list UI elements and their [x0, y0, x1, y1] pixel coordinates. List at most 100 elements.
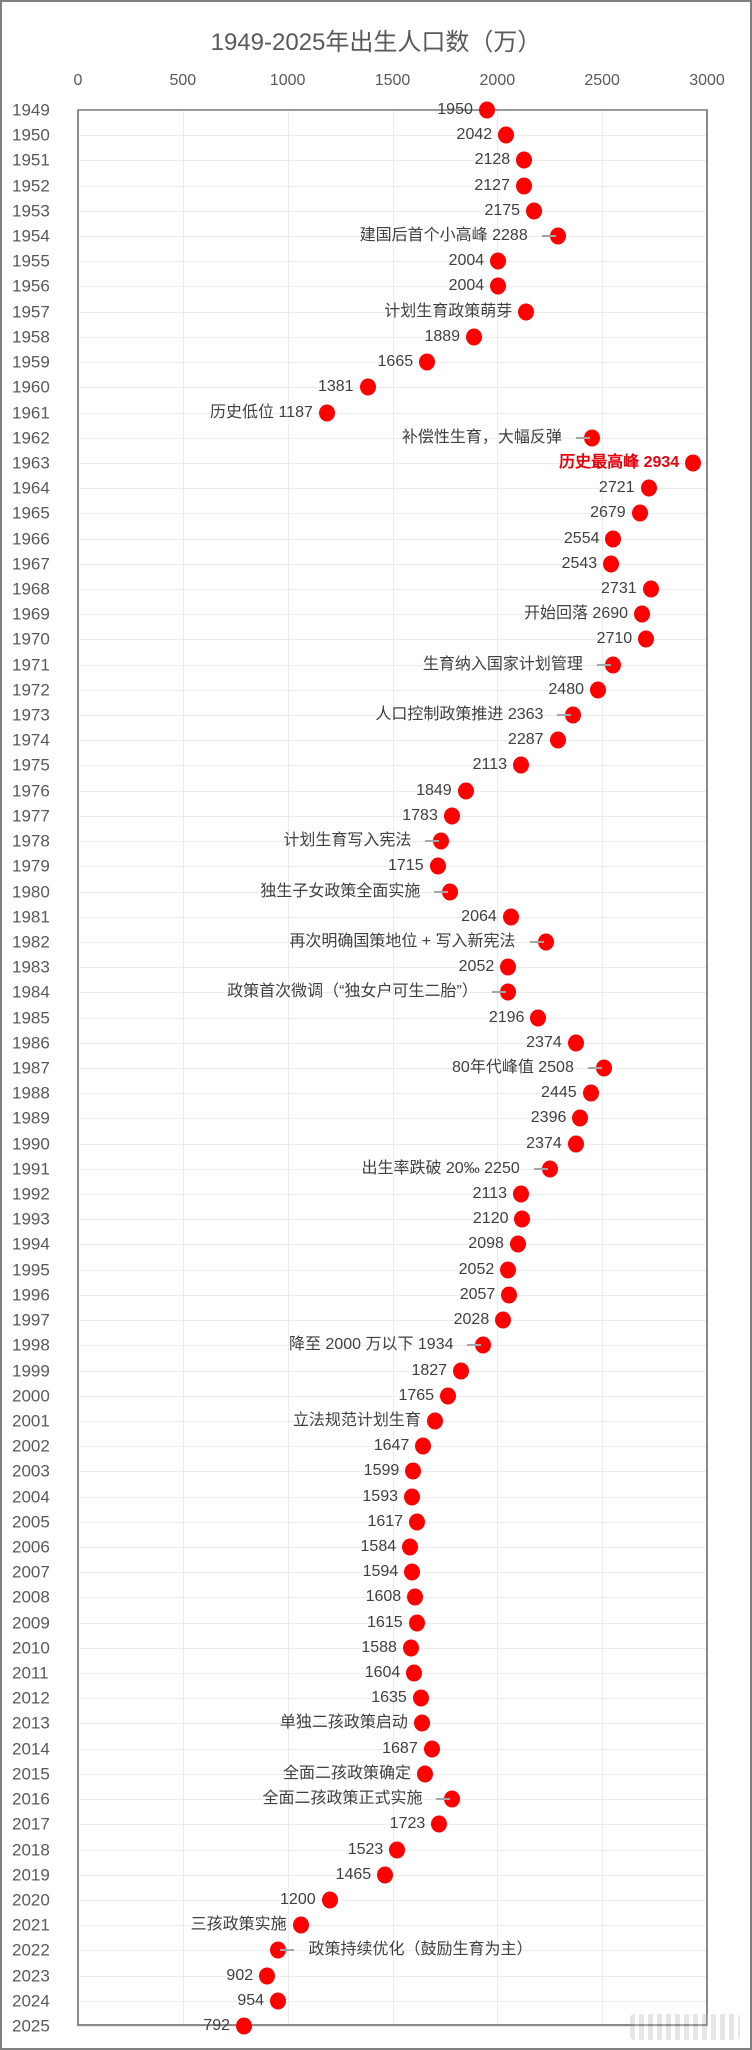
y-tick-label: 1968 — [12, 579, 50, 599]
data-point — [685, 454, 702, 472]
data-label: 1381 — [317, 378, 354, 396]
y-tick-label: 2022 — [12, 1940, 50, 1960]
horizontal-gridline — [77, 1168, 708, 1170]
data-point — [513, 756, 530, 774]
data-label: 2128 — [474, 151, 511, 169]
data-label: 1608 — [365, 1588, 402, 1606]
y-tick-label: 1981 — [12, 907, 50, 927]
label-leader-line — [280, 1949, 295, 1952]
horizontal-gridline — [77, 1925, 708, 1927]
y-tick-label: 2013 — [12, 1713, 50, 1733]
horizontal-gridline — [77, 841, 708, 843]
data-point — [270, 1941, 287, 1959]
data-label: 1635 — [371, 1689, 407, 1707]
horizontal-gridline — [77, 916, 708, 918]
y-tick-label: 1949 — [12, 100, 50, 120]
x-tick-label: 500 — [169, 72, 197, 89]
horizontal-gridline — [77, 1899, 708, 1901]
label-leader-line — [575, 436, 590, 439]
x-tick-label: 3000 — [689, 72, 725, 89]
data-point — [516, 151, 533, 169]
data-label: 2396 — [530, 1109, 567, 1127]
y-tick-label: 1969 — [12, 604, 50, 624]
data-point — [603, 555, 620, 573]
data-point — [389, 1841, 406, 1859]
horizontal-gridline — [77, 1219, 708, 1221]
y-tick-label: 1952 — [12, 176, 50, 196]
data-point — [638, 630, 655, 648]
y-tick-label: 1966 — [12, 529, 50, 549]
horizontal-gridline — [77, 614, 708, 616]
data-point — [359, 378, 376, 396]
y-tick-label: 2015 — [12, 1764, 50, 1784]
data-label: 1827 — [411, 1361, 448, 1379]
horizontal-gridline — [77, 311, 708, 313]
y-tick-label: 2011 — [12, 1663, 49, 1683]
data-label: 2543 — [561, 554, 598, 572]
data-point — [433, 832, 450, 850]
data-point — [419, 353, 436, 371]
data-point — [442, 883, 459, 901]
y-tick-label: 1974 — [12, 730, 50, 750]
data-point — [403, 1488, 420, 1506]
horizontal-gridline — [77, 790, 708, 792]
data-label: 1604 — [364, 1664, 401, 1682]
data-label: 2175 — [484, 201, 521, 219]
data-point — [515, 177, 532, 195]
horizontal-gridline — [77, 589, 708, 590]
data-point — [583, 429, 600, 447]
y-tick-label: 2024 — [12, 1991, 50, 2011]
horizontal-gridline — [77, 1597, 708, 1599]
data-label: 2098 — [468, 1235, 504, 1253]
data-point — [440, 1387, 457, 1405]
y-tick-label: 1975 — [12, 755, 50, 775]
data-label: 2064 — [461, 907, 497, 925]
data-point — [292, 1916, 309, 1934]
data-point — [501, 1286, 518, 1304]
data-point — [589, 681, 606, 699]
y-tick-label: 2001 — [12, 1411, 50, 1431]
y-tick-label: 1986 — [12, 1033, 50, 1053]
data-point — [318, 404, 335, 422]
y-tick-label: 2009 — [12, 1613, 50, 1633]
data-label: 2374 — [526, 1033, 562, 1051]
data-label: 1523 — [347, 1840, 384, 1858]
data-point — [498, 126, 515, 144]
y-tick-label: 2010 — [12, 1638, 50, 1658]
y-tick-label: 2023 — [12, 1966, 50, 1986]
data-label: 1599 — [363, 1462, 400, 1480]
data-point — [526, 202, 543, 220]
data-label: 2374 — [526, 1134, 562, 1152]
data-point — [642, 580, 659, 598]
horizontal-gridline — [77, 185, 708, 187]
data-point — [405, 1462, 422, 1480]
vertical-gridline — [287, 109, 289, 2026]
data-point — [595, 1059, 612, 1077]
y-tick-label: 1985 — [12, 1008, 50, 1028]
data-label: 1687 — [382, 1739, 418, 1757]
horizontal-gridline — [77, 1975, 708, 1977]
horizontal-gridline — [77, 639, 708, 641]
horizontal-gridline — [77, 1446, 708, 1448]
horizontal-gridline — [77, 1420, 708, 1422]
data-point — [502, 908, 519, 926]
horizontal-gridline — [77, 1143, 708, 1145]
vertical-gridline — [182, 109, 184, 2026]
horizontal-gridline — [77, 412, 708, 414]
label-leader-line — [529, 940, 544, 943]
horizontal-gridline — [77, 1471, 708, 1473]
data-label: 历史最高峰 2934 — [559, 453, 680, 471]
data-label: 计划生育写入宪法 — [283, 832, 412, 850]
y-tick-label: 2014 — [12, 1739, 50, 1759]
data-point — [565, 706, 582, 724]
data-point — [429, 857, 446, 875]
data-label: 2731 — [601, 580, 637, 597]
y-tick-label: 1964 — [12, 478, 50, 498]
data-point — [499, 983, 516, 1001]
y-tick-label: 1950 — [12, 125, 50, 145]
data-point — [408, 1614, 425, 1632]
data-label: 降至 2000 万以下 1934 — [288, 1336, 454, 1354]
y-tick-label: 1971 — [12, 655, 50, 675]
label-leader-line — [491, 991, 506, 994]
y-tick-label: 2020 — [12, 1890, 50, 1910]
